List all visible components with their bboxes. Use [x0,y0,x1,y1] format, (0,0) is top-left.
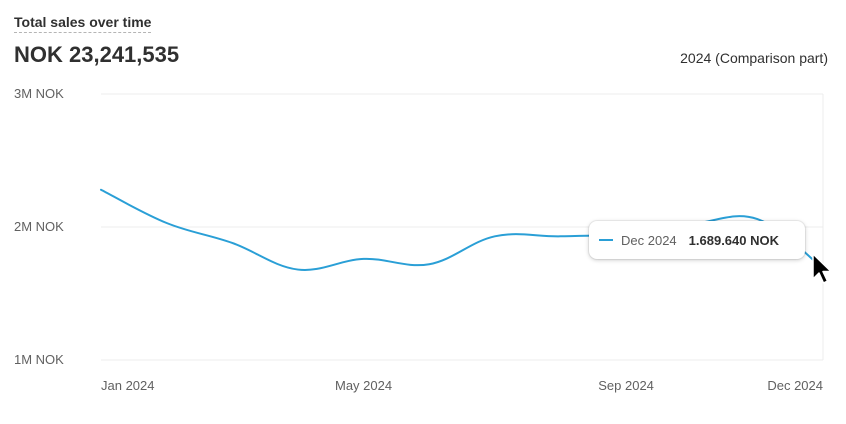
data-point[interactable] [229,240,235,246]
data-point[interactable] [557,233,563,239]
x-tick-label: Jan 2024 [101,378,155,393]
tooltip-value: 1.689.640 NOK [688,232,779,248]
x-tick-label: Sep 2024 [598,378,654,393]
total-sales-value: NOK 23,241,535 [14,42,180,67]
legend-label: 2024 (Comparison part) [680,50,828,66]
tooltip-label: Dec 2024 [621,232,677,248]
data-point[interactable] [164,220,170,226]
data-point[interactable] [426,261,432,267]
data-tooltip: Dec 2024 1.689.640 NOK [589,221,805,259]
tooltip-series-swatch [599,239,613,241]
data-point[interactable] [295,267,301,273]
mouse-pointer-icon [812,253,832,284]
chart-title[interactable]: Total sales over time [14,14,152,33]
x-tick-label: May 2024 [335,378,392,393]
data-point[interactable] [361,256,367,262]
data-point[interactable] [492,233,498,239]
data-point[interactable] [98,187,104,193]
x-tick-label: Dec 2024 [767,378,823,393]
y-tick-label: 3M NOK [14,86,64,101]
y-tick-label: 1M NOK [14,352,64,367]
y-tick-label: 2M NOK [14,219,64,234]
